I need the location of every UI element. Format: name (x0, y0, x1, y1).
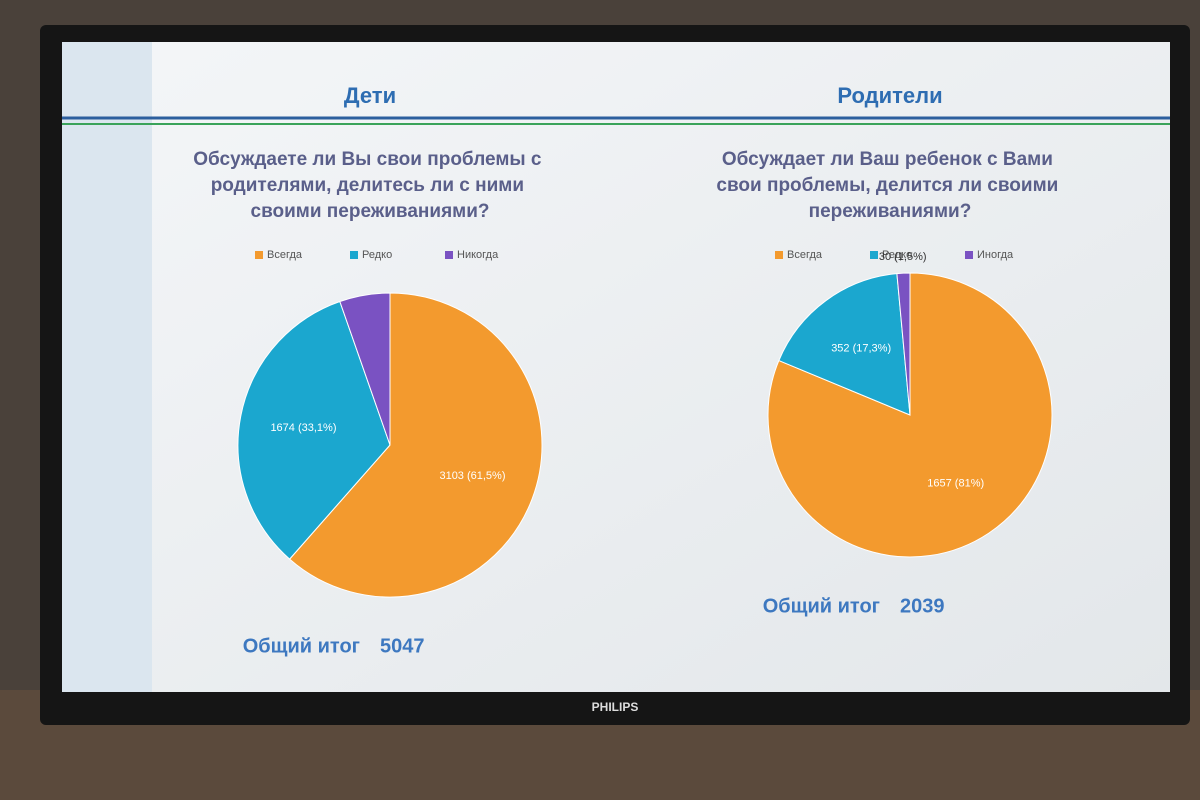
chart-title: Обсуждаете ли Вы свои проблемы с родител… (193, 149, 547, 222)
total-label: Общий итог (243, 635, 360, 657)
title-line: Обсуждаете ли Вы свои проблемы с (193, 149, 547, 170)
title-line: Обсуждает ли Ваш ребенок с Вами (722, 149, 1058, 170)
pie-slice (288, 292, 543, 598)
legend-swatch (350, 251, 358, 259)
legend-label: Иногда (977, 249, 1014, 261)
pie-slice (778, 273, 911, 416)
total-value: 2039 (900, 595, 945, 617)
brand: PHILIPS (592, 700, 639, 714)
data-label: 1657 (81%) (927, 477, 984, 489)
total-value: 5047 (380, 635, 425, 657)
legend-label: Никогда (457, 249, 499, 261)
pie-slice (339, 292, 391, 446)
data-label: 3103 (61,5%) (439, 470, 505, 482)
legend-label: Редко (882, 249, 912, 261)
legend-swatch (965, 251, 973, 259)
legend-label: Всегда (267, 249, 303, 261)
title-line: свои проблемы, делится ли своими (716, 175, 1063, 196)
ornament (62, 42, 152, 692)
pie-slice (237, 300, 391, 560)
data-label: 1674 (33,1%) (270, 422, 336, 434)
legend-swatch (255, 251, 263, 259)
total-label: Общий итог (763, 595, 880, 617)
data-label: 30 (1,5%) (879, 251, 927, 263)
chart-title: Обсуждает ли Ваш ребенок с Вами свои про… (716, 149, 1063, 222)
legend-swatch (445, 251, 453, 259)
title-line: родителями, делитесь ли с ними (211, 175, 530, 196)
legend-label: Редко (362, 249, 392, 261)
legend-label: Всегда (787, 249, 823, 261)
pie-slice (896, 272, 911, 416)
title-line: переживаниями? (809, 201, 972, 222)
data-label: 352 (17,3%) (831, 343, 891, 355)
title-line: своими переживаниями? (251, 201, 490, 222)
legend-swatch (870, 251, 878, 259)
section-title: Дети (344, 83, 396, 108)
section-title: Родители (837, 83, 942, 108)
legend-swatch (775, 251, 783, 259)
